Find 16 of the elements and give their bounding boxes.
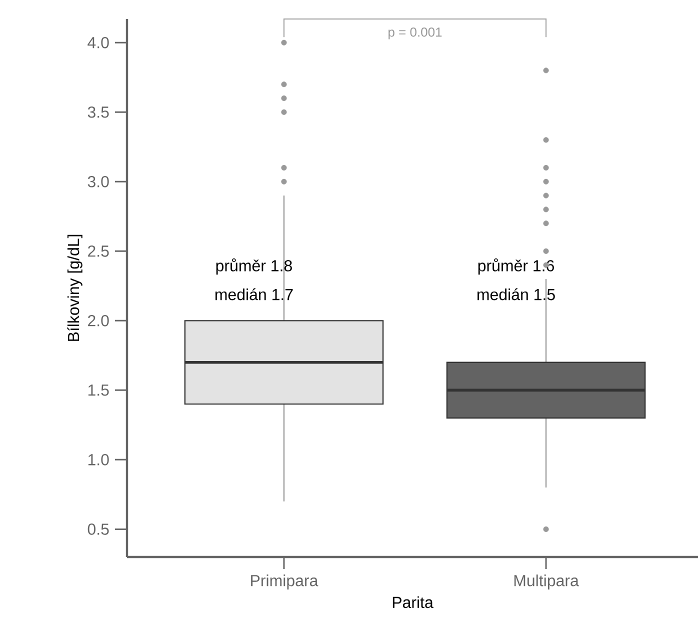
y-tick-label: 0.5: [88, 524, 109, 535]
y-tick-label: 3.0: [88, 176, 109, 188]
annotation: medián 1.5: [478, 288, 555, 300]
y-axis-title: Bílkoviny [g/dL]: [67, 234, 82, 341]
annotation: medián 1.7: [215, 288, 293, 300]
y-tick-label: 4.0: [88, 36, 109, 48]
x-tick-label: Multipara: [514, 574, 579, 590]
x-tick-label: Primipara: [251, 574, 318, 590]
y-tick-label: 1.5: [88, 384, 109, 396]
y-tick-label: 2.5: [88, 246, 109, 257]
y-tick-label: 3.5: [88, 106, 109, 118]
x-axis-title: Parita: [392, 596, 434, 608]
annotation: p = 0.001: [388, 28, 442, 40]
annotation: průměr 1.8: [216, 258, 292, 275]
y-tick-label: 1.0: [88, 454, 109, 466]
y-tick-label: 2.0: [88, 315, 109, 326]
